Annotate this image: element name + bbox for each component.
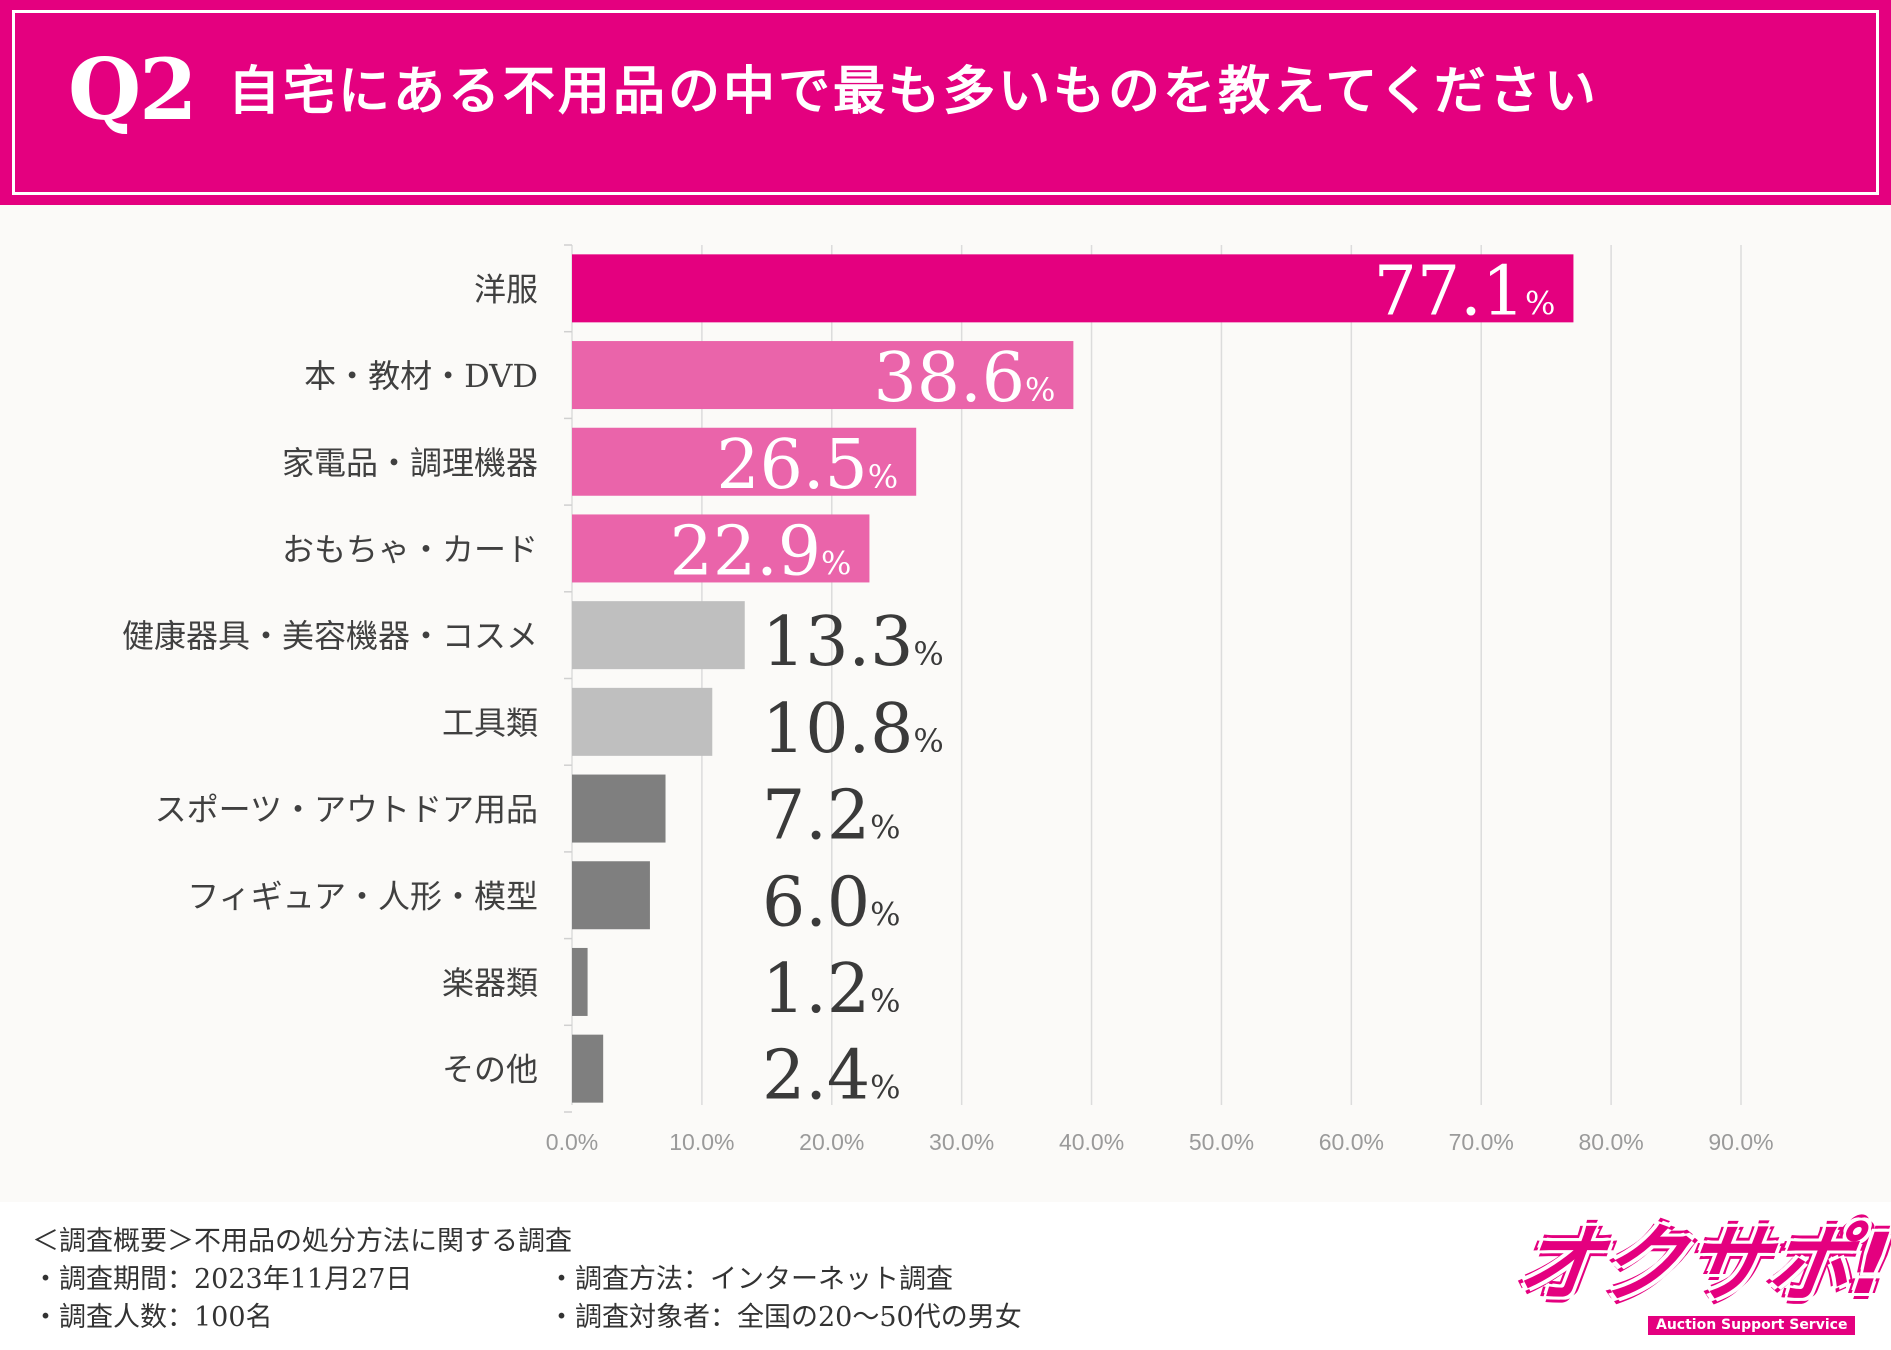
- x-tick-label: 80.0%: [1579, 1129, 1644, 1155]
- header-banner: Q2 自宅にある不用品の中で最も多いものを教えてください: [0, 0, 1891, 205]
- data-label: 26.5%: [716, 426, 898, 505]
- bar: [572, 1034, 604, 1103]
- chart-area: 洋服本・教材・DVD 家電品・調理機器 おもちゃ・カード健康器具・美容機器・コスメ工…: [0, 205, 1891, 1202]
- category-label: その他: [442, 1051, 538, 1089]
- data-label: 22.9%: [670, 512, 852, 591]
- bar: [572, 947, 588, 1016]
- survey-target: ・調査対象者：全国の20〜50代の男女: [548, 1302, 1022, 1333]
- category-label: 工具類: [442, 704, 538, 742]
- x-tick-label: 30.0%: [929, 1129, 994, 1155]
- category-label: 洋服: [474, 270, 538, 308]
- x-tick-label: 10.0%: [669, 1129, 734, 1155]
- bar-chart: 洋服本・教材・DVD 家電品・調理機器おもちゃ・カード健康器具・美容機器・コスメ工…: [122, 244, 1774, 1155]
- bar: [572, 774, 666, 843]
- x-tick-label: 0.0%: [546, 1129, 598, 1155]
- data-label: 38.6%: [874, 339, 1056, 418]
- x-tick-label: 20.0%: [799, 1129, 864, 1155]
- survey-count: ・調査人数：100名: [32, 1302, 273, 1333]
- survey-overview: ＜調査概要＞不用品の処分方法に関する調査: [32, 1226, 572, 1257]
- data-label: 6.0%: [762, 863, 901, 942]
- logo-wordmark: オクサポ!: [1511, 1215, 1891, 1313]
- data-label: 77.1%: [1374, 252, 1556, 331]
- x-tick-label: 40.0%: [1059, 1129, 1124, 1155]
- x-tick-label: 70.0%: [1449, 1129, 1514, 1155]
- data-label: 13.3%: [762, 603, 944, 682]
- data-label: 10.8%: [762, 690, 944, 769]
- bar: [572, 514, 870, 583]
- data-label: 7.2%: [762, 777, 901, 856]
- question-title: 自宅にある不用品の中で最も多いものを教えてください: [228, 62, 1599, 122]
- category-label: 本・教材・DVD: [304, 357, 538, 395]
- bar: [572, 254, 1574, 323]
- footer: ＜調査概要＞不用品の処分方法に関する調査 ・調査期間：2023年11月27日 ・…: [0, 1202, 1891, 1350]
- header-frame: [12, 10, 1879, 195]
- bar: [572, 341, 1074, 410]
- question-number: Q2: [68, 40, 198, 139]
- bar: [572, 601, 745, 670]
- survey-period: ・調査期間：2023年11月27日: [32, 1264, 413, 1295]
- survey-method: ・調査方法：インターネット調査: [548, 1264, 953, 1295]
- x-tick-label: 90.0%: [1708, 1129, 1773, 1155]
- category-label: おもちゃ・カード: [282, 530, 538, 568]
- category-label: 楽器類: [442, 964, 538, 1002]
- bar: [572, 687, 713, 756]
- category-label: 健康器具・美容機器・コスメ: [122, 617, 538, 655]
- logo-subtitle: Auction Support Service: [1648, 1316, 1856, 1336]
- category-label: スポーツ・アウトドア用品: [155, 791, 538, 829]
- bar: [572, 427, 917, 496]
- data-label: 2.4%: [762, 1037, 901, 1116]
- x-tick-label: 50.0%: [1189, 1129, 1254, 1155]
- bar: [572, 861, 650, 930]
- brand-logo: オクサポ! Auction Support Service: [1511, 1215, 1891, 1340]
- category-label: フィギュア・人形・模型: [187, 877, 538, 915]
- category-label: 家電品・調理機器: [282, 444, 538, 482]
- x-tick-label: 60.0%: [1319, 1129, 1384, 1155]
- data-label: 1.2%: [762, 950, 901, 1029]
